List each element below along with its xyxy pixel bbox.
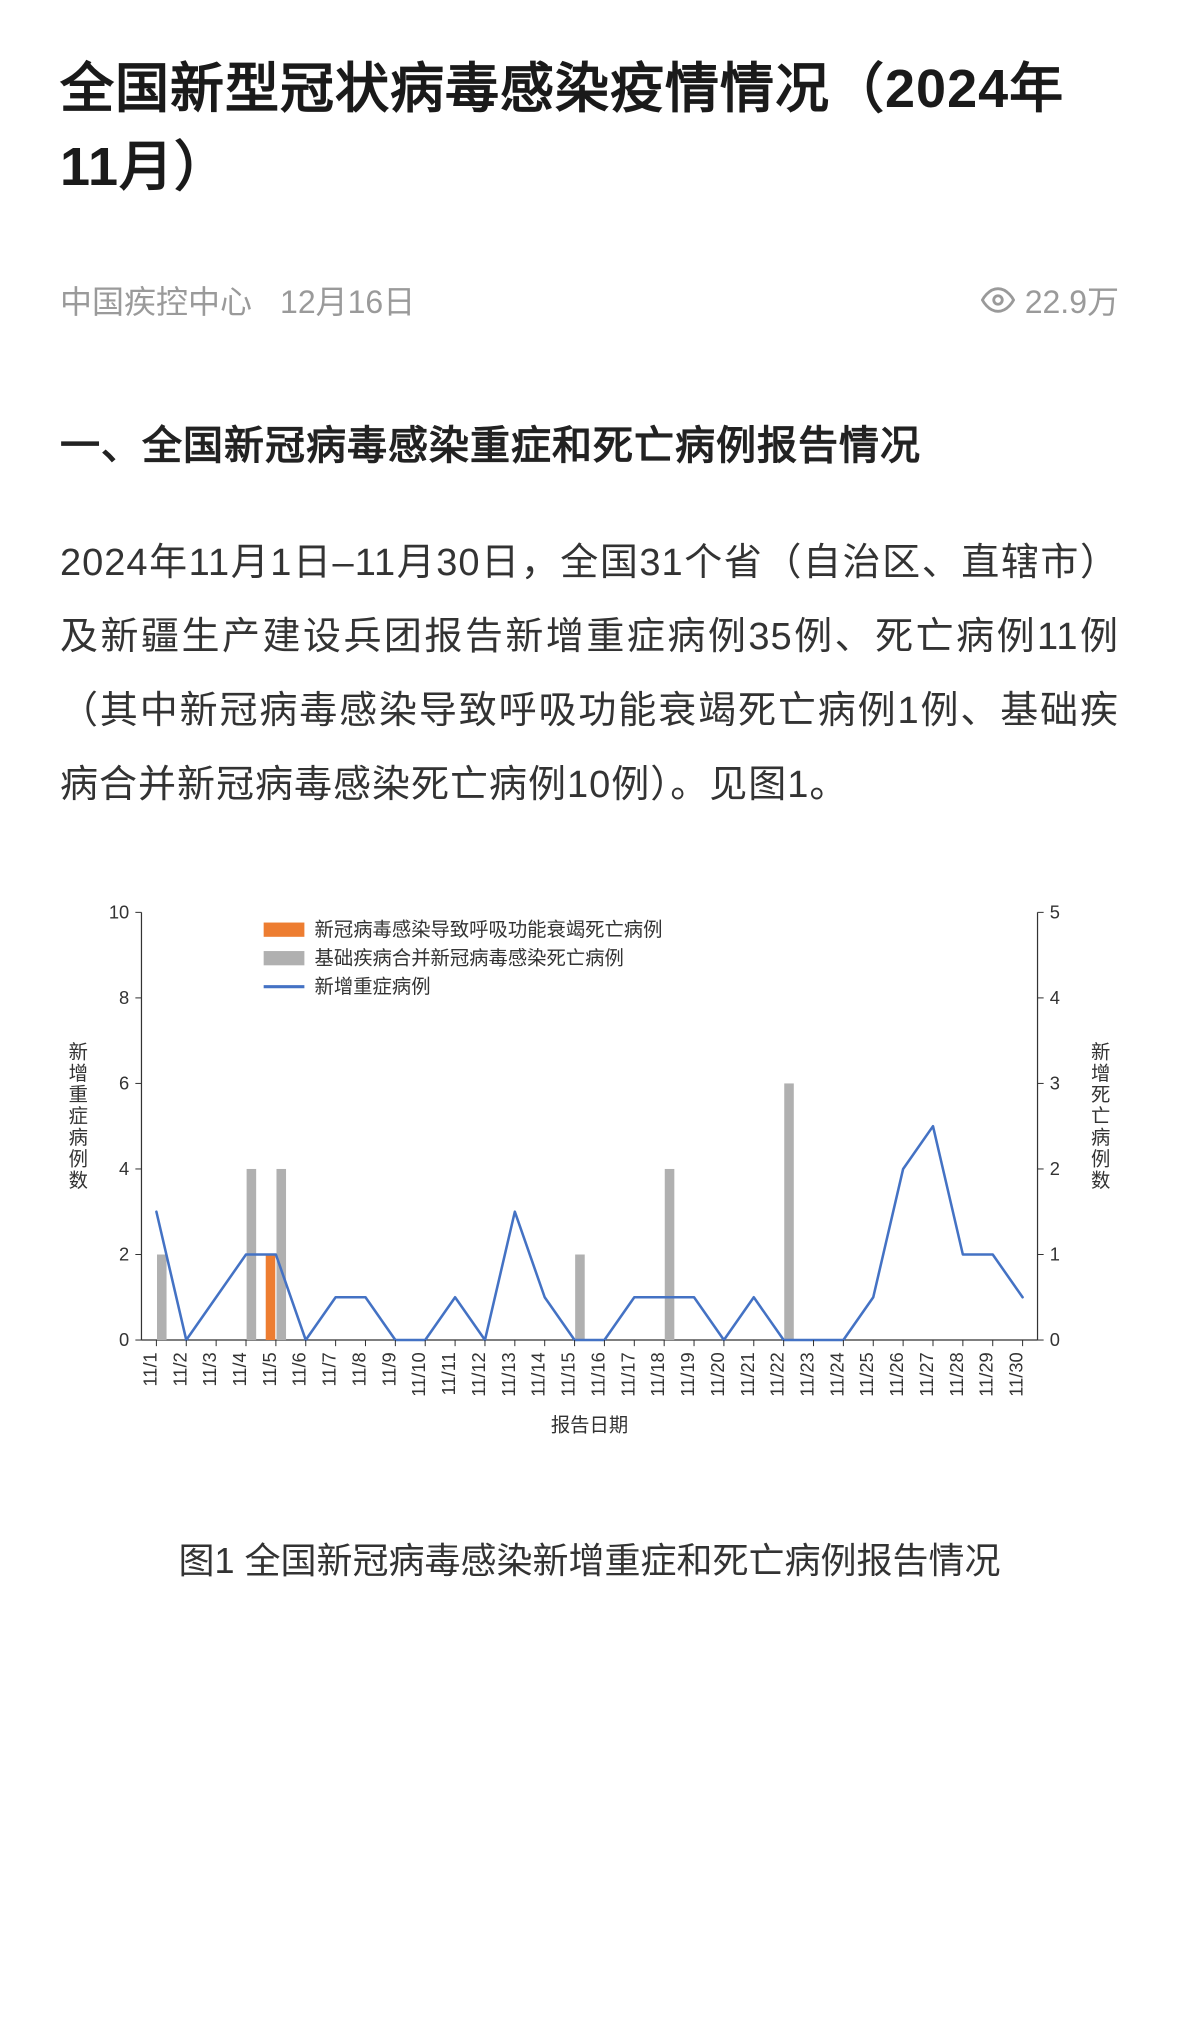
svg-text:11/10: 11/10 (408, 1352, 429, 1396)
svg-text:11/14: 11/14 (528, 1352, 549, 1396)
svg-text:症: 症 (69, 1106, 88, 1128)
svg-text:11/28: 11/28 (946, 1352, 967, 1396)
section-1-body: 2024年11月1日–11月30日，全国31个省（自治区、直辖市）及新疆生产建设… (60, 526, 1119, 822)
svg-text:11/23: 11/23 (797, 1352, 818, 1396)
svg-text:新: 新 (1091, 1041, 1110, 1063)
svg-text:4: 4 (1050, 987, 1060, 1008)
svg-text:11/13: 11/13 (498, 1352, 519, 1396)
svg-text:11/15: 11/15 (558, 1352, 579, 1396)
source-text: 中国疾控中心 (60, 277, 252, 323)
meta-row: 中国疾控中心 12月16日 22.9万 (60, 277, 1119, 323)
svg-text:11/1: 11/1 (139, 1352, 160, 1386)
svg-text:基础疾病合并新冠病毒感染死亡病例: 基础疾病合并新冠病毒感染死亡病例 (315, 947, 624, 969)
svg-text:4: 4 (119, 1158, 129, 1179)
svg-text:病: 病 (69, 1127, 88, 1149)
views-icon (981, 283, 1015, 317)
svg-text:5: 5 (1050, 901, 1060, 922)
svg-text:11/30: 11/30 (1006, 1352, 1027, 1396)
figure-1-chart: 0 2 4 6 8 10 0 1 2 3 4 5 11/1 11/2 11/3 11/4 11/5 11/6 11/… (60, 892, 1119, 1467)
publish-date: 12月16日 (280, 277, 415, 323)
svg-text:11/8: 11/8 (348, 1352, 369, 1386)
svg-text:数: 数 (1091, 1170, 1110, 1192)
svg-text:11/7: 11/7 (319, 1352, 340, 1386)
svg-text:新: 新 (69, 1041, 88, 1063)
views-count: 22.9万 (1025, 277, 1119, 323)
svg-text:11/12: 11/12 (468, 1352, 489, 1396)
svg-text:11/3: 11/3 (199, 1352, 220, 1386)
svg-text:11/21: 11/21 (737, 1352, 758, 1396)
svg-text:11/27: 11/27 (916, 1352, 937, 1396)
svg-text:11/11: 11/11 (438, 1352, 459, 1395)
svg-text:增: 增 (1091, 1063, 1110, 1085)
svg-text:6: 6 (119, 1073, 129, 1094)
svg-text:11/2: 11/2 (169, 1352, 190, 1386)
figure-1-caption: 图1 全国新冠病毒感染新增重症和死亡病例报告情况 (60, 1527, 1119, 1595)
svg-text:11/22: 11/22 (767, 1352, 788, 1396)
svg-text:11/24: 11/24 (826, 1352, 847, 1396)
svg-text:报告日期: 报告日期 (551, 1415, 628, 1437)
svg-text:例: 例 (1091, 1148, 1110, 1170)
svg-text:10: 10 (109, 901, 129, 922)
svg-text:重: 重 (69, 1084, 88, 1106)
svg-text:2: 2 (1050, 1158, 1060, 1179)
section-1-heading: 一、全国新冠病毒感染重症和死亡病例报告情况 (60, 413, 1119, 471)
svg-text:11/5: 11/5 (259, 1352, 280, 1386)
svg-text:11/16: 11/16 (587, 1352, 608, 1396)
svg-text:3: 3 (1050, 1073, 1060, 1094)
svg-text:11/9: 11/9 (378, 1352, 399, 1386)
svg-text:8: 8 (119, 987, 129, 1008)
svg-text:0: 0 (1050, 1329, 1060, 1350)
svg-text:11/20: 11/20 (707, 1352, 728, 1396)
svg-text:0: 0 (119, 1329, 129, 1350)
svg-text:11/26: 11/26 (886, 1352, 907, 1396)
svg-text:11/29: 11/29 (976, 1352, 997, 1396)
svg-text:1: 1 (1050, 1244, 1060, 1265)
svg-text:新冠病毒感染导致呼吸功能衰竭死亡病例: 新冠病毒感染导致呼吸功能衰竭死亡病例 (315, 919, 663, 941)
svg-text:11/6: 11/6 (289, 1352, 310, 1386)
chart-svg: 0 2 4 6 8 10 0 1 2 3 4 5 11/1 11/2 11/3 11/4 11/5 11/6 11/… (60, 892, 1119, 1462)
svg-text:11/18: 11/18 (647, 1352, 668, 1396)
svg-text:数: 数 (69, 1170, 88, 1192)
svg-text:增: 增 (69, 1063, 88, 1085)
svg-text:病: 病 (1091, 1127, 1110, 1149)
svg-text:11/17: 11/17 (617, 1352, 638, 1396)
svg-text:11/25: 11/25 (856, 1352, 877, 1396)
svg-text:亡: 亡 (1091, 1106, 1110, 1128)
svg-text:11/19: 11/19 (677, 1352, 698, 1396)
svg-text:11/4: 11/4 (229, 1352, 250, 1386)
page-title: 全国新型冠状病毒感染疫情情况（2024年11月） (60, 50, 1119, 207)
svg-text:死: 死 (1091, 1084, 1110, 1106)
svg-text:2: 2 (119, 1244, 129, 1265)
svg-text:例: 例 (69, 1148, 88, 1170)
svg-text:新增重症病例: 新增重症病例 (315, 976, 431, 998)
